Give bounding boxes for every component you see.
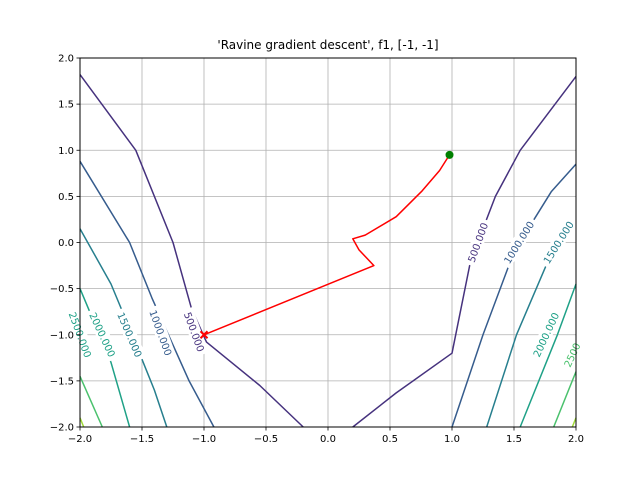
contour-label-gap [559,338,584,371]
contour-line [79,160,215,428]
y-tick-label: −1.5 [50,376,74,387]
x-tick-label: 0.0 [320,434,336,445]
contour-label-gap [145,304,177,361]
x-tick-label: 0.5 [382,434,398,445]
y-tick-label: −0.5 [50,284,74,295]
contour-label-gap [498,215,539,269]
chart-title: 'Ravine gradient descent', f1, [-1, -1] [217,38,438,52]
end-marker [445,150,454,159]
x-tick-label: −1.0 [192,434,216,445]
contour-label-gap [113,307,147,363]
contour-label-gap [528,307,564,362]
x-tick-label: −1.5 [130,434,154,445]
start-marker [199,330,209,339]
y-tick-label: −2.0 [50,423,74,434]
y-axis: −2.0 −1.5 −1.0 −0.5 0.0 0.5 1.0 1.5 2.0 [50,54,80,434]
contour-line [519,283,577,428]
x-tick-label: −0.5 [254,434,278,445]
y-tick-label: 0.0 [58,238,74,249]
x-axis: −2.0 −1.5 −1.0 −0.5 0.0 0.5 1.0 1.5 2.0 [68,427,584,445]
contour-line [79,417,85,428]
y-tick-label: 0.5 [58,192,74,203]
y-tick-label: −1.0 [50,330,74,341]
y-tick-label: 2.0 [58,54,74,65]
descent-path-layer [199,150,454,339]
contour-label-gap [85,307,121,362]
contour-line [79,375,103,428]
x-tick-label: 2.0 [568,434,584,445]
x-tick-label: −2.0 [68,434,92,445]
y-tick-label: 1.0 [58,146,74,157]
contour-label-gap [538,215,579,269]
y-tick-label: 1.5 [58,100,74,111]
contour-label-gap [463,217,492,268]
contour-line [571,417,577,428]
contour-line [553,371,577,428]
descent-path [203,154,451,336]
x-tick-label: 1.5 [506,434,522,445]
contour-label-gap [180,307,209,357]
x-tick-label: 1.0 [444,434,460,445]
